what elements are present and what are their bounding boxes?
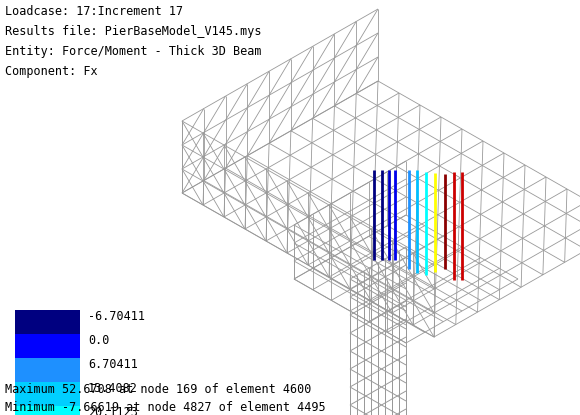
Bar (15, 334, 80, 358)
Text: Results file: PierBaseModel_V145.mys: Results file: PierBaseModel_V145.mys (5, 25, 262, 38)
Text: -6.70411: -6.70411 (88, 310, 145, 323)
Text: 0.0: 0.0 (88, 334, 110, 347)
Text: Component: Fx: Component: Fx (5, 65, 97, 78)
Text: Entity: Force/Moment - Thick 3D Beam: Entity: Force/Moment - Thick 3D Beam (5, 45, 262, 58)
Text: 13.4082: 13.4082 (88, 382, 138, 395)
Bar (15, 382, 80, 406)
Bar (15, 310, 80, 334)
Bar (15, 406, 80, 415)
Text: Loadcase: 17:Increment 17: Loadcase: 17:Increment 17 (5, 5, 183, 18)
Bar (15, 358, 80, 382)
Text: 20.1123: 20.1123 (88, 406, 138, 415)
Text: Maximum 52.6708 at node 169 of element 4600: Maximum 52.6708 at node 169 of element 4… (5, 383, 311, 396)
Text: 6.70411: 6.70411 (88, 358, 138, 371)
Text: Minimum -7.66619 at node 4827 of element 4495: Minimum -7.66619 at node 4827 of element… (5, 401, 325, 414)
